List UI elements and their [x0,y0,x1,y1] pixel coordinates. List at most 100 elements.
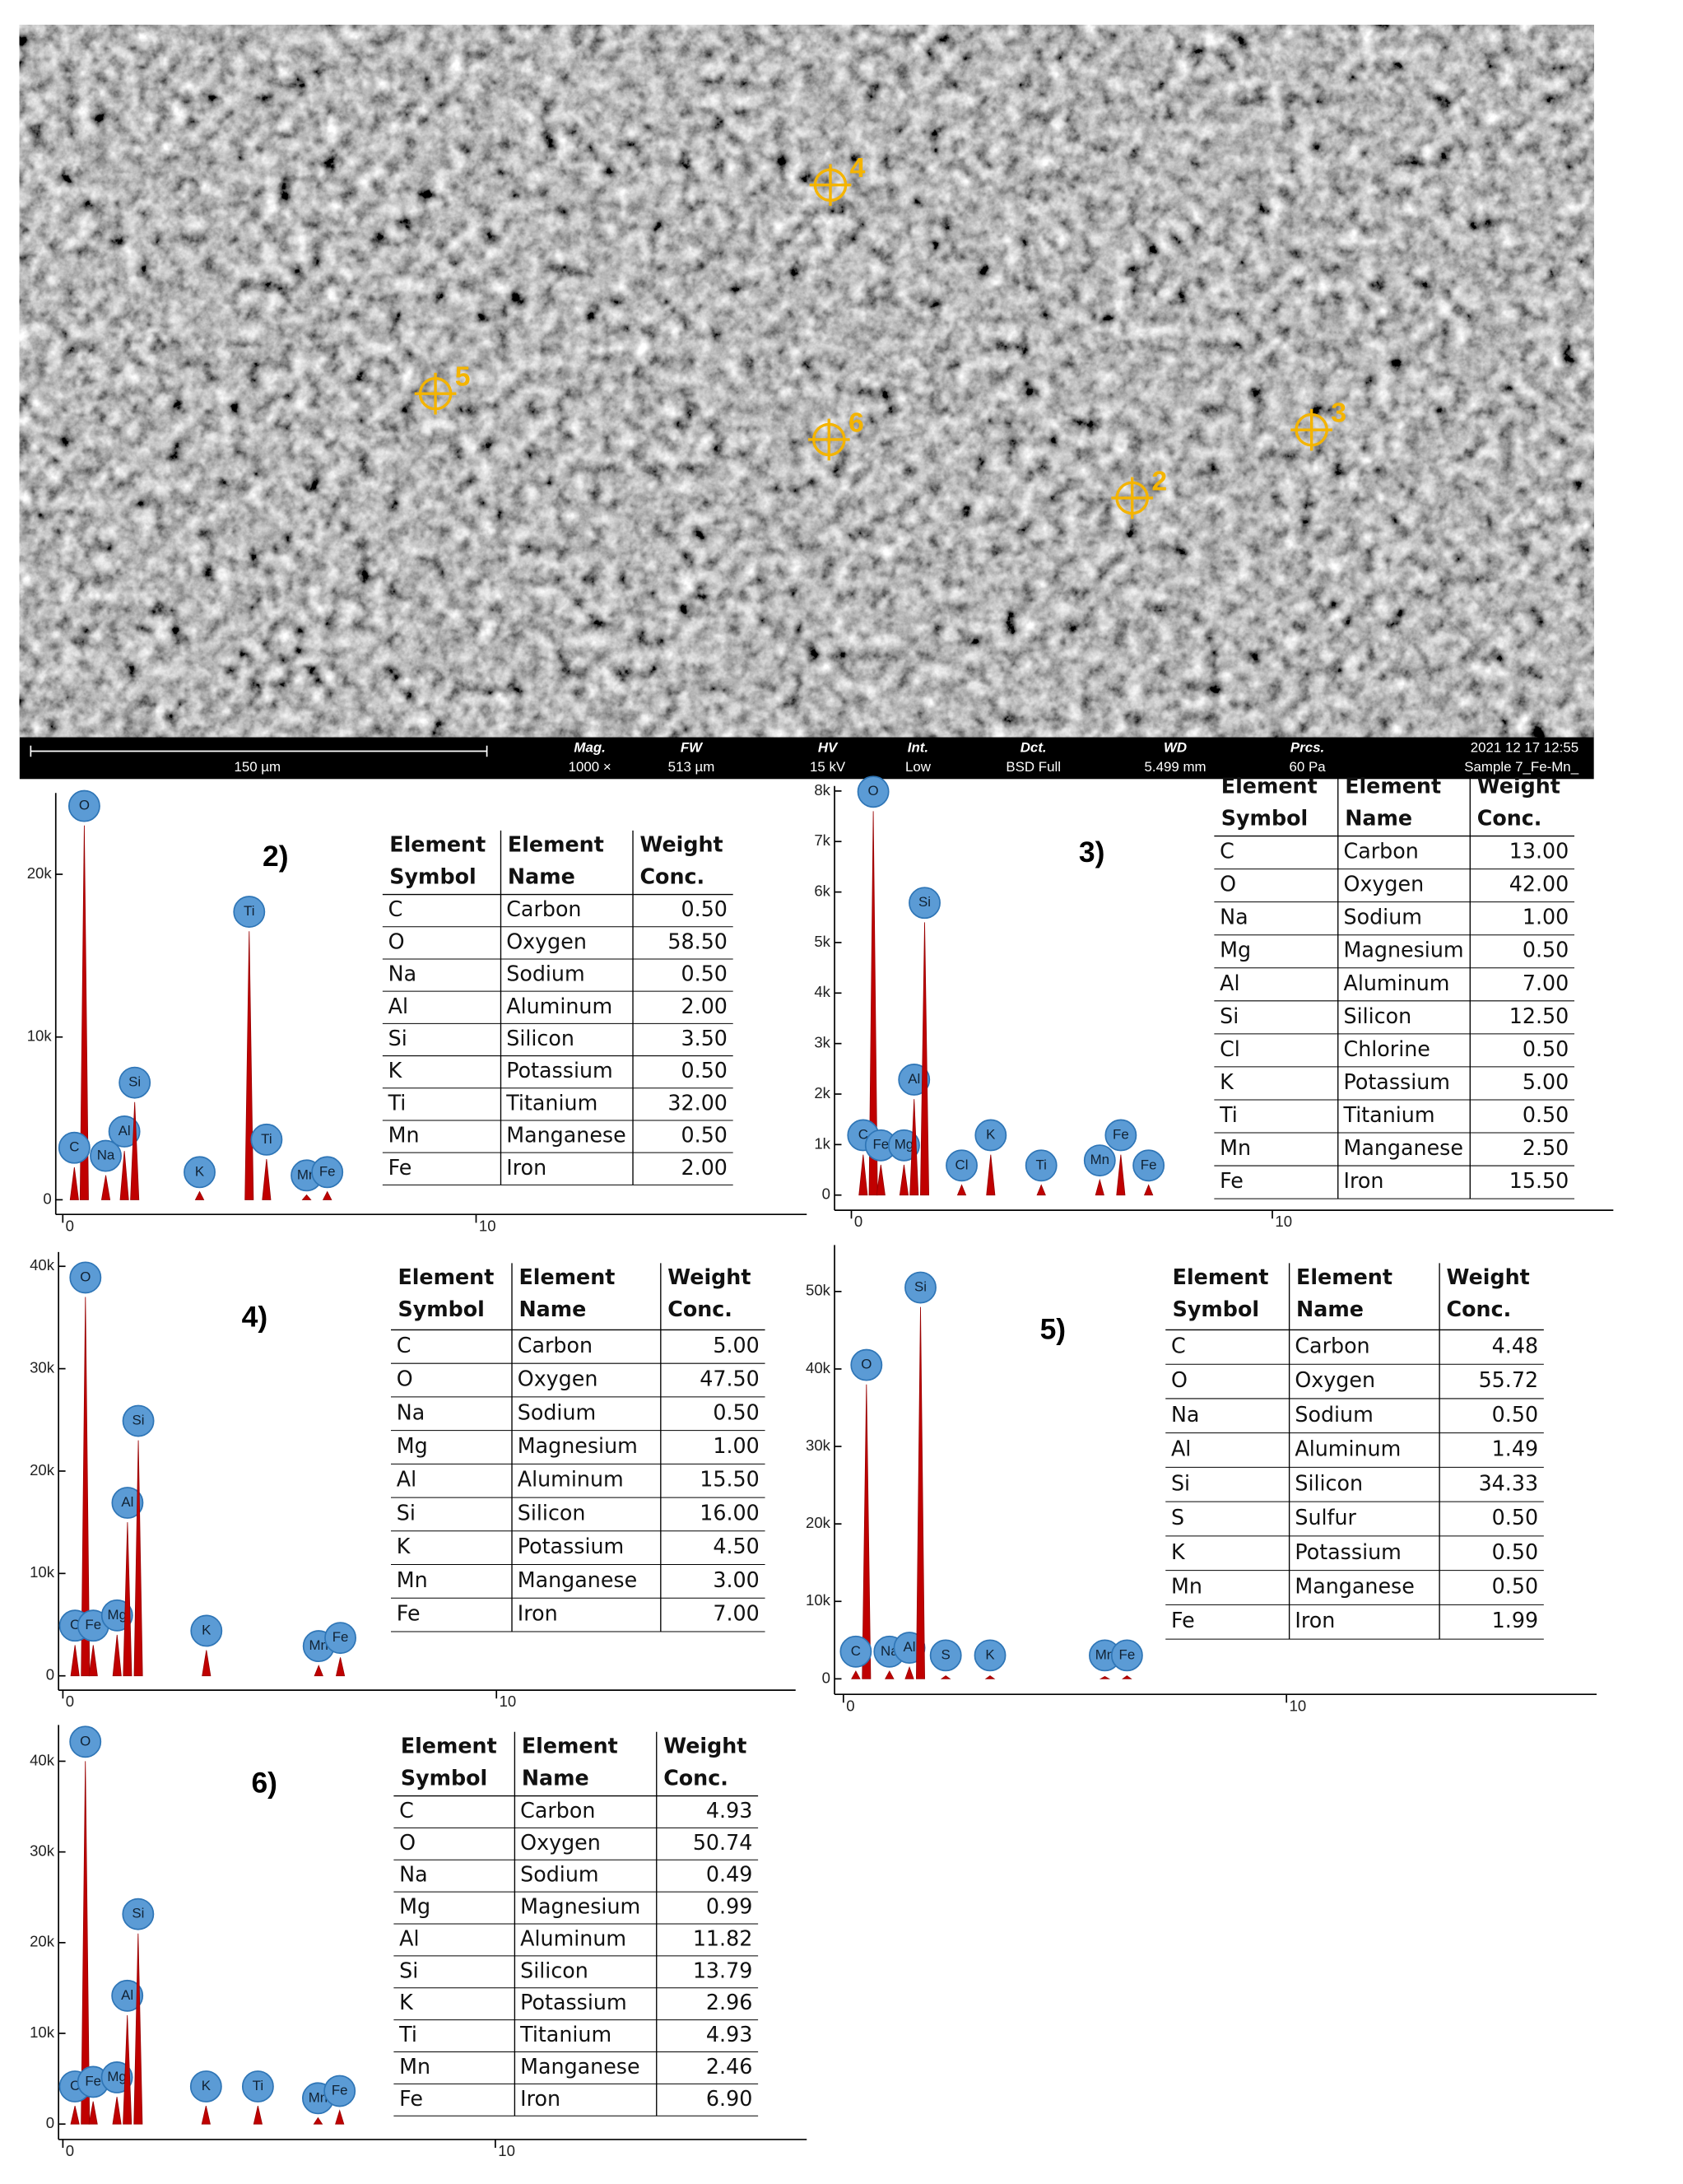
table-cell: Magnesium [518,1433,638,1458]
table-cell: 2.96 [706,1990,752,2014]
info-value: Low [905,759,932,775]
y-tick-label: 0 [822,1669,830,1686]
peak-bubble [904,1271,937,1304]
table-cell: Silicon [1295,1470,1363,1495]
table-cell: 2.50 [1523,1135,1569,1160]
x-tick-label: 10 [1275,1213,1292,1230]
table-cell: Ti [1219,1102,1238,1127]
table-cell: 47.50 [700,1367,760,1391]
peak-label: Mn [1095,1646,1114,1662]
table-cell: Na [399,1862,427,1887]
table-cell: 2.00 [681,1155,728,1180]
peak [123,2014,133,2125]
table-cell: Carbon [520,1798,595,1823]
peak-label: Cl [955,1157,969,1172]
table-cell: Na [1171,1402,1199,1427]
table-cell: 0.49 [706,1862,752,1887]
peak-label: Na [97,1148,115,1163]
marker-label: 6 [848,407,864,438]
table-cell: 0.50 [1492,1505,1538,1530]
peak-label: Si [918,894,931,910]
peak [70,1645,80,1677]
table-header: Element [389,831,486,856]
y-tick-label: 40k [806,1359,831,1376]
x-tick-label: 10 [479,1217,496,1234]
peak-label: Mn [1090,1152,1109,1167]
peak-bubble [108,1115,141,1148]
info-value: 15 kV [810,759,846,775]
peak-bubble [850,1348,883,1381]
y-tick-label: 6k [814,882,830,899]
table-header: Symbol [1173,1297,1259,1321]
table-cell: Si [1171,1470,1190,1495]
table-cell: C [397,1333,411,1357]
table-cell: Silicon [520,1958,588,1982]
peak-bubble [323,2075,356,2107]
peak [253,2106,263,2125]
table-cell: K [1171,1539,1186,1564]
table-cell: 0.50 [681,962,728,986]
table-cell: Sodium [1295,1402,1373,1427]
peak [322,1190,332,1200]
peak-label: C [851,1643,861,1659]
peak-label: C [70,1617,80,1632]
x-tick-label: 10 [500,1693,517,1710]
peak [1122,1675,1132,1679]
peak-label: Al [121,1494,133,1510]
peak [876,1164,886,1196]
table-cell: Potassium [1344,1069,1450,1094]
table-cell: Manganese [518,1567,637,1592]
panel-title: 4) [242,1300,268,1333]
table-cell: S [1171,1505,1184,1530]
table-cell: Iron [506,1155,546,1180]
table-header: Name [508,864,575,888]
peak [119,1151,129,1200]
peak-label: Si [914,1278,927,1294]
peak-bubble [1083,1144,1116,1177]
peak [956,1184,967,1196]
peak-bubble [929,1639,962,1672]
table-cell: Manganese [1295,1573,1414,1598]
peak [335,1657,346,1677]
x-tick-label: 0 [854,1213,862,1230]
table-cell: Ti [388,1090,407,1115]
table-cell: K [1220,1069,1234,1094]
peak-label: Fe [872,1137,889,1153]
peak [885,1670,895,1679]
table-header: Weight [663,1733,746,1758]
table-cell: 5.00 [713,1333,759,1357]
table-cell: Magnesium [1344,938,1464,962]
table-cell: 0.50 [713,1399,759,1424]
table-cell: Na [397,1399,425,1424]
peak [112,2097,122,2125]
sem-image [19,25,1594,738]
table-cell: Magnesium [520,1894,640,1919]
table-cell: Potassium [520,1990,626,2014]
table-cell: 16.00 [700,1500,760,1525]
peak-label: K [986,1126,996,1142]
y-tick-label: 20k [806,1514,831,1531]
peak-bubble [122,1898,155,1930]
table-cell: 4.50 [713,1534,759,1558]
table-cell: 2.46 [706,2054,752,2079]
x-tick-label: 0 [66,1217,74,1234]
table-cell: 7.00 [1523,971,1569,995]
y-tick-label: 20k [30,1933,55,1950]
peak-bubble [233,896,266,929]
peak-bubble [190,1614,223,1647]
table-cell: Aluminum [520,1926,626,1950]
sem-info-bar [19,737,1594,780]
table-cell: Titanium [505,1090,597,1115]
table-cell: Cl [1220,1036,1240,1061]
scale-label: 150 µm [234,759,281,775]
peak [916,1306,925,1679]
peak-bubble [909,887,941,920]
y-tick-label: 0 [46,1666,54,1683]
info-value: BSD Full [1006,759,1061,775]
peak [313,2116,323,2125]
table-header: Element [1221,773,1318,798]
peak [201,2106,211,2125]
table-cell: 58.50 [667,929,728,953]
peak-bubble [69,1261,102,1294]
